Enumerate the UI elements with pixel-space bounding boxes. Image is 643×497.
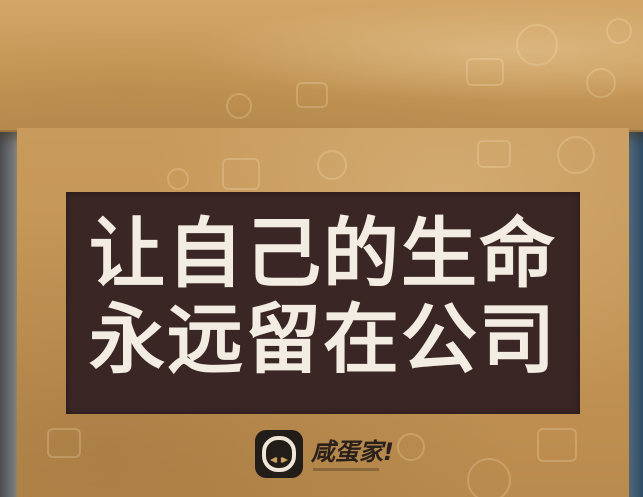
brand-underline xyxy=(313,468,379,471)
doodle-circle xyxy=(226,93,252,119)
doodle-circle xyxy=(516,24,558,66)
doodle-square xyxy=(466,58,504,86)
doodle-circle xyxy=(167,168,189,190)
doodle-circle xyxy=(586,68,616,98)
doodle-square xyxy=(477,140,511,168)
doodle-circle xyxy=(397,433,425,461)
slogan-banner: 让自己的生命 永远留在公司 xyxy=(66,192,580,414)
doodle-circle xyxy=(317,150,347,180)
background-wall-left xyxy=(0,125,20,497)
doodle-circle xyxy=(606,18,632,44)
mascot-face-icon xyxy=(255,430,303,478)
doodle-circle xyxy=(467,458,511,497)
doodle-square xyxy=(537,428,577,462)
doodle-square xyxy=(296,82,328,108)
slogan-line-1: 让自己的生命 xyxy=(89,209,557,298)
doodle-square xyxy=(47,428,81,458)
doodle-circle xyxy=(557,136,595,174)
box-lid xyxy=(0,0,643,132)
slogan-line-2: 永远留在公司 xyxy=(89,295,557,384)
background-wall-right xyxy=(625,120,643,497)
doodle-square xyxy=(222,158,260,190)
brand-name: 咸蛋家! xyxy=(311,438,394,466)
